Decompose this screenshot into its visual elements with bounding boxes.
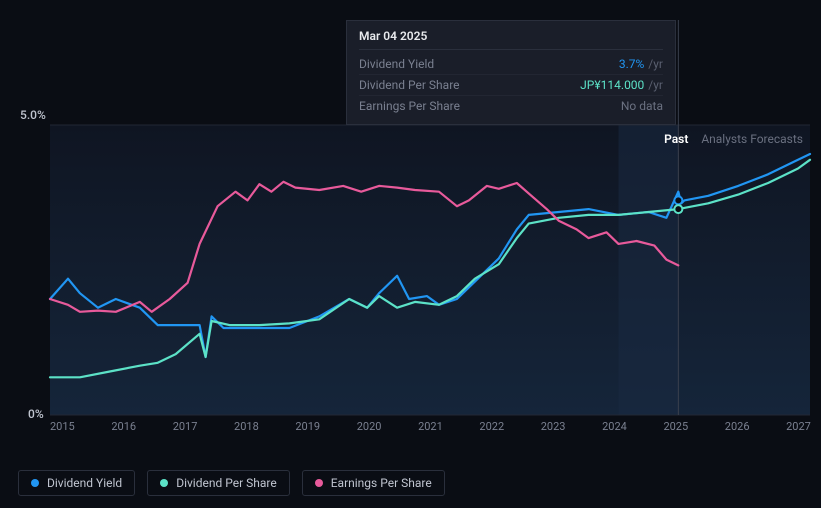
tooltip-row-label: Dividend Per Share <box>359 78 460 92</box>
y-axis-bottom-label: 0% <box>28 407 44 421</box>
legend-dot <box>315 479 323 487</box>
x-tick-label: 2017 <box>173 420 198 438</box>
legend-dot <box>31 479 39 487</box>
tooltip-row: Dividend Per Share JP¥114.000/yr <box>359 75 663 96</box>
legend: Dividend Yield Dividend Per Share Earnings… <box>18 470 445 496</box>
x-tick-label: 2026 <box>725 420 750 438</box>
legend-label: Dividend Per Share <box>176 476 277 490</box>
tooltip-row-value: No data <box>621 99 663 113</box>
legend-label: Dividend Yield <box>47 476 122 490</box>
x-tick-label: 2015 <box>50 420 75 438</box>
x-axis: 2015 2016 2017 2018 2019 2020 2021 2022 2023 2024… <box>50 420 811 438</box>
tooltip-row-value: JP¥114.000/yr <box>580 78 663 92</box>
forecast-label: Analysts Forecasts <box>701 132 803 146</box>
tooltip-rows: Dividend Yield 3.7%/yr Dividend Per Share J… <box>359 54 663 116</box>
chart-tooltip: Mar 04 2025 Dividend Yield3.7%/yrDividen… <box>346 20 676 125</box>
x-tick-label: 2025 <box>663 420 688 438</box>
x-tick-label: 2023 <box>541 420 566 438</box>
past-label: Past <box>664 132 688 146</box>
legend-item[interactable]: Dividend Yield <box>18 470 135 496</box>
tooltip-row-value: 3.7%/yr <box>619 57 663 71</box>
x-tick-label: 2016 <box>111 420 136 438</box>
x-tick-label: 2027 <box>786 420 811 438</box>
tooltip-row: Earnings Per Share No data <box>359 96 663 116</box>
legend-item[interactable]: Earnings Per Share <box>302 470 445 496</box>
x-tick-label: 2019 <box>295 420 320 438</box>
x-tick-label: 2022 <box>479 420 504 438</box>
time-labels: Past Analysts Forecasts <box>664 132 803 146</box>
x-tick-label: 2021 <box>418 420 443 438</box>
tooltip-row-label: Earnings Per Share <box>359 99 460 113</box>
tooltip-date: Mar 04 2025 <box>359 29 663 50</box>
legend-dot <box>160 479 168 487</box>
x-tick-label: 2018 <box>234 420 259 438</box>
tooltip-row-label: Dividend Yield <box>359 57 434 71</box>
y-axis-top-label: 5.0% <box>20 108 46 122</box>
dividend-chart: 5.0% 0% Past Analysts Forecasts 2015 2016… <box>0 0 821 460</box>
tooltip-row: Dividend Yield 3.7%/yr <box>359 54 663 75</box>
x-tick-label: 2020 <box>357 420 382 438</box>
x-tick-label: 2024 <box>602 420 627 438</box>
legend-label: Earnings Per Share <box>331 476 432 490</box>
legend-item[interactable]: Dividend Per Share <box>147 470 290 496</box>
